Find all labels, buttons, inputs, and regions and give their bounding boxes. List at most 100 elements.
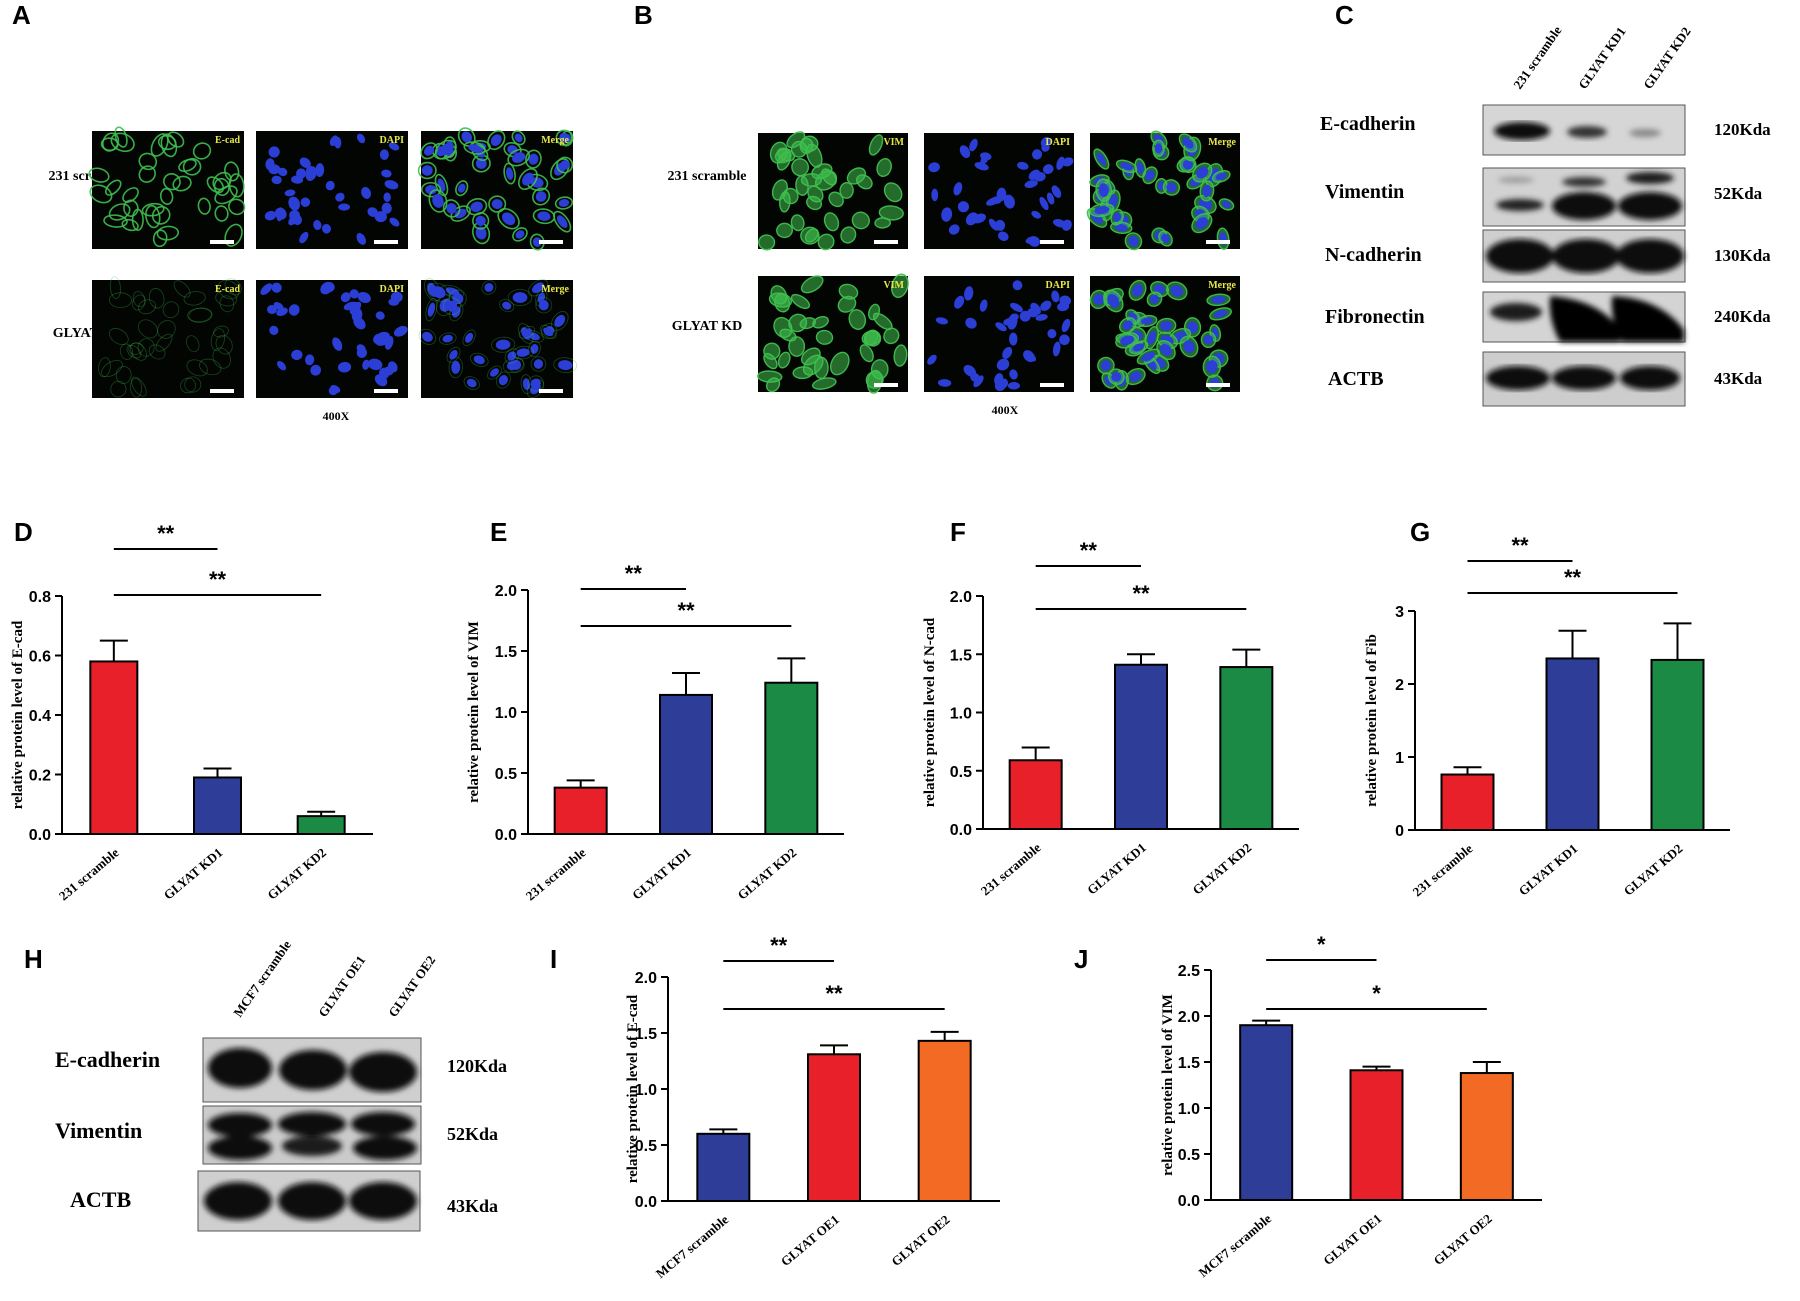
micrograph [924,133,1074,249]
cell-body [155,333,173,352]
nucleus [475,215,486,226]
cell-body [540,323,558,339]
nucleus [362,359,370,370]
cell-body [763,342,781,360]
nucleus [1154,143,1163,154]
nucleus [324,281,335,293]
cell-body [123,199,139,217]
nucleus [988,218,999,231]
nucleus [495,339,511,350]
panel-b-row-label: GLYAT KD [672,319,742,334]
nucleus [288,304,300,316]
nucleus [1096,152,1107,166]
scale-bar [1206,240,1230,244]
cell-body [790,214,805,232]
cell-body [868,134,884,156]
nucleus [522,378,530,391]
x-tick-label: GLYAT KD1 [1516,841,1581,899]
nucleus [1160,344,1172,356]
nucleus [422,331,433,342]
bar [1008,759,1063,831]
blot-c-strip-n-cadherin [1482,229,1686,283]
nucleus [484,283,494,292]
cell-body [132,291,146,308]
bar [659,693,713,835]
x-tick-label: MCF7 scramble [653,1212,732,1281]
cells [1086,130,1235,251]
y-tick-label: 2.0 [1178,1009,1200,1026]
nucleus [271,175,282,185]
significance-label: ** [209,567,227,592]
cell-body [166,131,185,148]
cell-body [104,179,122,196]
cell-body [800,275,824,294]
channel-label: E-cad [215,135,240,146]
cell-body [463,376,480,390]
nucleus [973,375,984,388]
nucleus [390,291,403,303]
cells [757,273,909,394]
nucleus [1062,157,1074,167]
cell-body [555,129,573,146]
bar [807,1053,861,1203]
blot-c-lane-label: 231 scramble [1510,23,1564,92]
nucleus [330,385,341,394]
cell-body [109,328,129,345]
nucleus [284,189,296,197]
cell-body [800,347,821,366]
cell-body [438,332,457,345]
nucleus [941,207,953,222]
cell-body [173,280,191,298]
nucleus [389,217,400,227]
cell-body [159,187,174,205]
y-tick-label: 0.5 [635,1138,657,1155]
bar [1459,1072,1514,1202]
micrograph [758,131,908,251]
cell-body [417,161,437,180]
cell-body [88,167,110,183]
panel-letter-a: A [12,0,31,30]
channel-label: Merge [541,284,569,295]
y-tick-label: 2.5 [1178,963,1200,980]
cell-body [101,359,123,378]
blot-c-strip-actb [1482,351,1686,407]
nucleus [1129,371,1142,382]
panel-a-immunofluorescence: 231 scramble GLYAT KD E-cad DAPI MergeE-ca… [49,126,578,423]
nucleus [1031,210,1042,219]
cell-body [556,156,574,174]
scale-bar [874,240,898,244]
cell-body [442,199,461,218]
x-tick-label: GLYAT OE2 [888,1212,952,1269]
nucleus [965,317,977,329]
cell-body [851,211,870,230]
cells [260,281,408,396]
nucleus [299,157,311,168]
micrograph [417,127,574,251]
nucleus [305,354,315,366]
y-tick-label: 1.5 [1178,1055,1200,1072]
cell-body [554,196,574,210]
nucleus [361,186,371,199]
nucleus [514,133,523,143]
cell-body [206,176,225,194]
cell-body [128,342,144,355]
nucleus [535,191,547,202]
nucleus [451,360,461,374]
nucleus [421,165,433,176]
cell-body [463,141,486,155]
nucleus [381,169,392,178]
nucleus [1107,294,1120,308]
chart-f: 0.0 0.5 1.0 1.5 2.0 relative protein level of… [922,538,1299,898]
cell-body [141,202,165,217]
nucleus [439,143,453,156]
nucleus [1007,382,1021,390]
significance-label: ** [770,933,788,958]
nucleus [498,374,508,386]
cell-body [162,301,180,319]
nucleus [1132,284,1143,297]
y-tick-label: 0.2 [29,768,51,785]
x-tick-label: GLYAT OE1 [778,1212,842,1269]
y-tick-label: 0.0 [29,827,51,844]
